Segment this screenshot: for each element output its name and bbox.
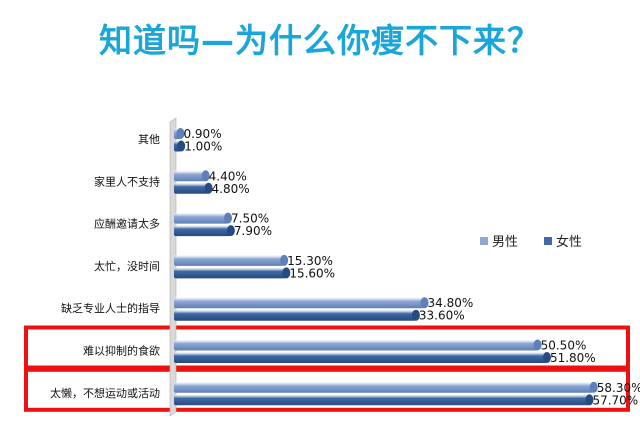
bar-end-cap: [176, 128, 185, 139]
data-label: 33.60%: [419, 309, 465, 323]
bar-male: [174, 297, 425, 309]
bar-end-cap: [542, 352, 551, 363]
category-label: 难以抑制的食欲: [83, 344, 160, 358]
category-label: 太忙，没时间: [94, 259, 160, 273]
data-label: 34.80%: [428, 296, 474, 310]
bar-end-cap: [533, 339, 542, 351]
data-label: 7.50%: [231, 212, 269, 226]
category-label: 应酬邀请太多: [94, 217, 160, 231]
bar-end-cap: [226, 225, 235, 237]
data-label: 15.30%: [287, 254, 333, 268]
legend-swatch: [544, 237, 552, 245]
bar-end-cap: [224, 212, 232, 224]
page-title: 知道吗—为什么你瘦不下来？: [99, 21, 541, 60]
bar-end-cap: [177, 140, 186, 152]
bar-end-cap: [585, 394, 594, 406]
category-label: 太懒，不想运动或活动: [50, 386, 160, 400]
bar-male: [174, 170, 206, 182]
bar-end-cap: [411, 309, 420, 321]
bar-male: [174, 381, 594, 393]
bar-end-cap: [280, 254, 289, 266]
bar-end-cap: [201, 170, 210, 182]
bar-female: [174, 267, 287, 279]
highlight-frame: [24, 325, 630, 370]
category-label: 家里人不支持: [94, 174, 160, 188]
bar-male: [174, 254, 285, 266]
bar-end-cap: [204, 182, 213, 194]
bar-end-cap: [420, 297, 429, 309]
data-label: 7.90%: [234, 224, 272, 238]
data-label: 51.80%: [550, 351, 596, 365]
bar-female: [174, 225, 231, 237]
legend-label: 女性: [556, 234, 582, 250]
legend-swatch: [480, 237, 488, 245]
data-label: 15.60%: [289, 266, 335, 280]
bar-end-cap: [282, 267, 291, 279]
legend-label: 男性: [492, 235, 518, 250]
bar-female: [174, 182, 209, 194]
data-label: 4.40%: [209, 169, 247, 183]
data-label: 50.50%: [541, 339, 587, 353]
highlight-frame: [24, 367, 630, 412]
bar-male: [174, 212, 228, 224]
category-label: 其他: [138, 133, 160, 146]
data-label: 4.80%: [212, 182, 250, 196]
data-label: 0.90%: [183, 127, 221, 141]
y-axis-wall: [169, 117, 177, 417]
bar-male: [174, 339, 538, 351]
bar-female: [174, 394, 590, 406]
data-label: 1.00%: [184, 140, 222, 154]
bar-end-cap: [589, 381, 598, 393]
data-label: 57.70%: [592, 393, 638, 407]
bar-female: [174, 352, 547, 363]
data-label: 58.30%: [597, 381, 640, 395]
bar-female: [174, 309, 416, 321]
category-label: 缺乏专业人士的指导: [61, 301, 160, 315]
